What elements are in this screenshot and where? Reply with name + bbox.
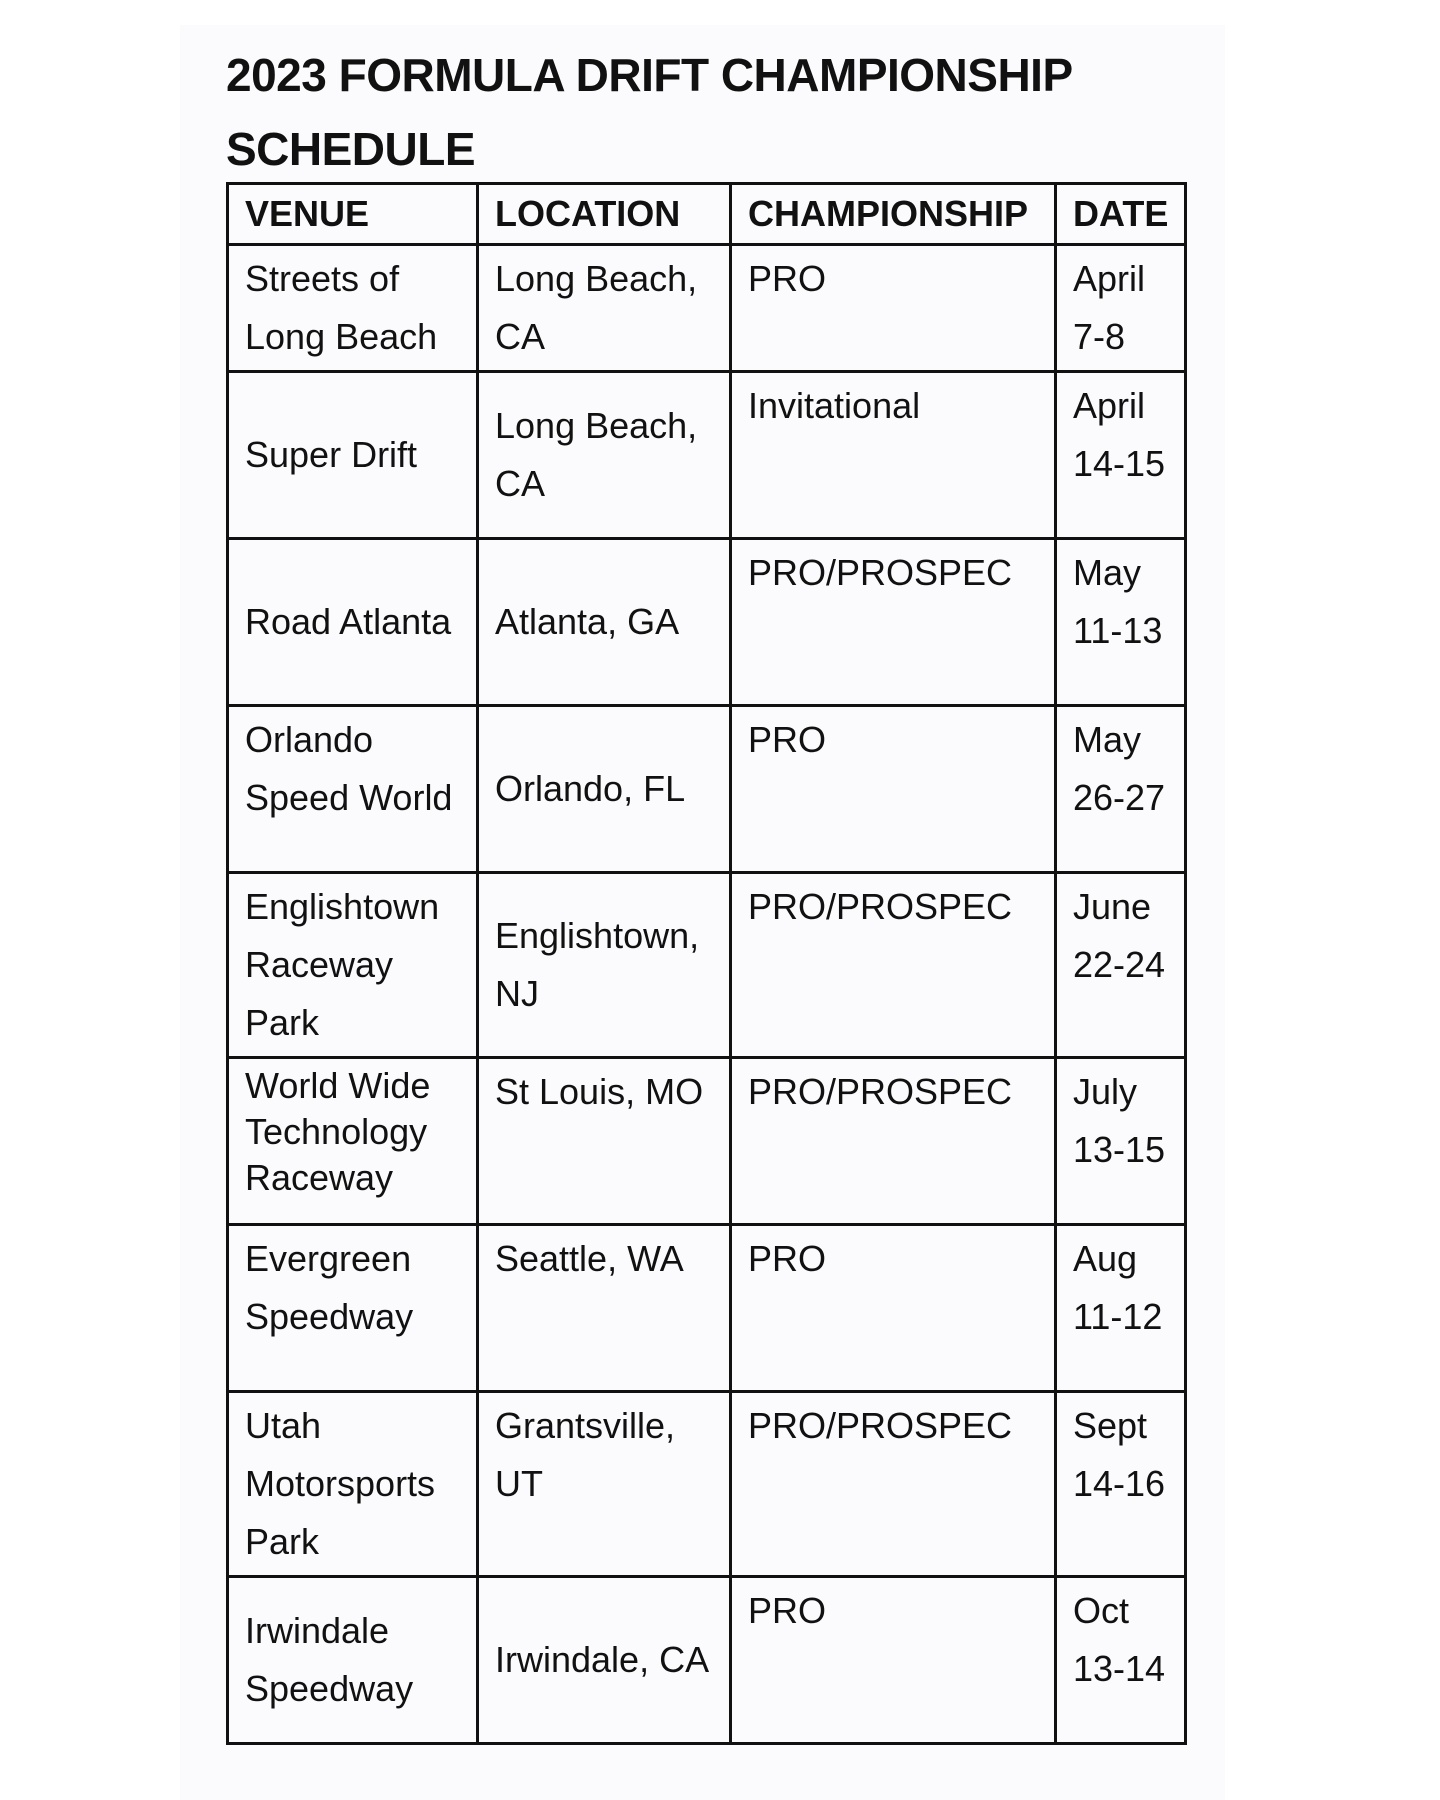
table-row: Super Drift Long Beach, CA Invitational … [226,370,1188,540]
championship-cell: PRO/PROSPEC [729,871,1057,1059]
championship-cell: PRO/PROSPEC [729,537,1057,707]
championship-cell: PRO [729,704,1057,874]
championship-cell: PRO/PROSPEC [729,1056,1057,1226]
header-venue: VENUE [226,182,479,246]
location-cell: Irwindale, CA [476,1575,732,1745]
table-row: World Wide Technology Raceway St Louis, … [226,1056,1188,1226]
header-championship: CHAMPIONSHIP [729,182,1057,246]
venue-cell: Evergreen Speedway [226,1223,479,1393]
page-title: 2023 FORMULA DRIFT CHAMPIONSHIP SCHEDULE [226,49,1072,175]
date-cell: May 11-13 [1053,537,1188,707]
location-cell: Grantsville, UT [476,1390,732,1578]
table-row: Utah Motorsports Park Grantsville, UT PR… [226,1390,1188,1578]
venue-cell: Orlando Speed World [226,704,479,874]
venue-cell: Super Drift [226,370,479,540]
date-cell: Aug 11-12 [1053,1223,1188,1393]
date-cell: May 26-27 [1053,704,1188,874]
location-cell: St Louis, MO [476,1056,732,1226]
date-cell: April 7-8 [1053,243,1188,373]
championship-cell: PRO/PROSPEC [729,1390,1057,1578]
date-cell: April 14-15 [1053,370,1188,540]
location-cell: Long Beach, CA [476,370,732,540]
championship-cell: PRO [729,1575,1057,1745]
championship-cell: Invitational [729,370,1057,540]
date-cell: Oct 13-14 [1053,1575,1188,1745]
header-row: VENUE LOCATION CHAMPIONSHIP DATE [226,182,1188,246]
venue-cell: Streets of Long Beach [226,243,479,373]
venue-cell: Englishtown Raceway Park [226,871,479,1059]
date-cell: June 22-24 [1053,871,1188,1059]
table-row: Evergreen Speedway Seattle, WA PRO Aug 1… [226,1223,1188,1393]
date-cell: Sept 14-16 [1053,1390,1188,1578]
venue-cell: Utah Motorsports Park [226,1390,479,1578]
location-cell: Long Beach, CA [476,243,732,373]
venue-cell: Irwindale Speedway [226,1575,479,1745]
table-row: Irwindale Speedway Irwindale, CA PRO Oct… [226,1575,1188,1745]
table-row: Streets of Long Beach Long Beach, CA PRO… [226,243,1188,373]
table-row: Orlando Speed World Orlando, FL PRO May … [226,704,1188,874]
schedule-table: VENUE LOCATION CHAMPIONSHIP DATE Streets… [226,182,1188,1745]
table-row: Road Atlanta Atlanta, GA PRO/PROSPEC May… [226,537,1188,707]
location-cell: Seattle, WA [476,1223,732,1393]
venue-cell: World Wide Technology Raceway [226,1056,479,1226]
championship-cell: PRO [729,1223,1057,1393]
date-cell: July 13-15 [1053,1056,1188,1226]
table-row: Englishtown Raceway Park Englishtown, NJ… [226,871,1188,1059]
location-cell: Englishtown, NJ [476,871,732,1059]
location-cell: Orlando, FL [476,704,732,874]
location-cell: Atlanta, GA [476,537,732,707]
venue-cell: Road Atlanta [226,537,479,707]
championship-cell: PRO [729,243,1057,373]
header-date: DATE [1053,182,1188,246]
header-location: LOCATION [476,182,732,246]
